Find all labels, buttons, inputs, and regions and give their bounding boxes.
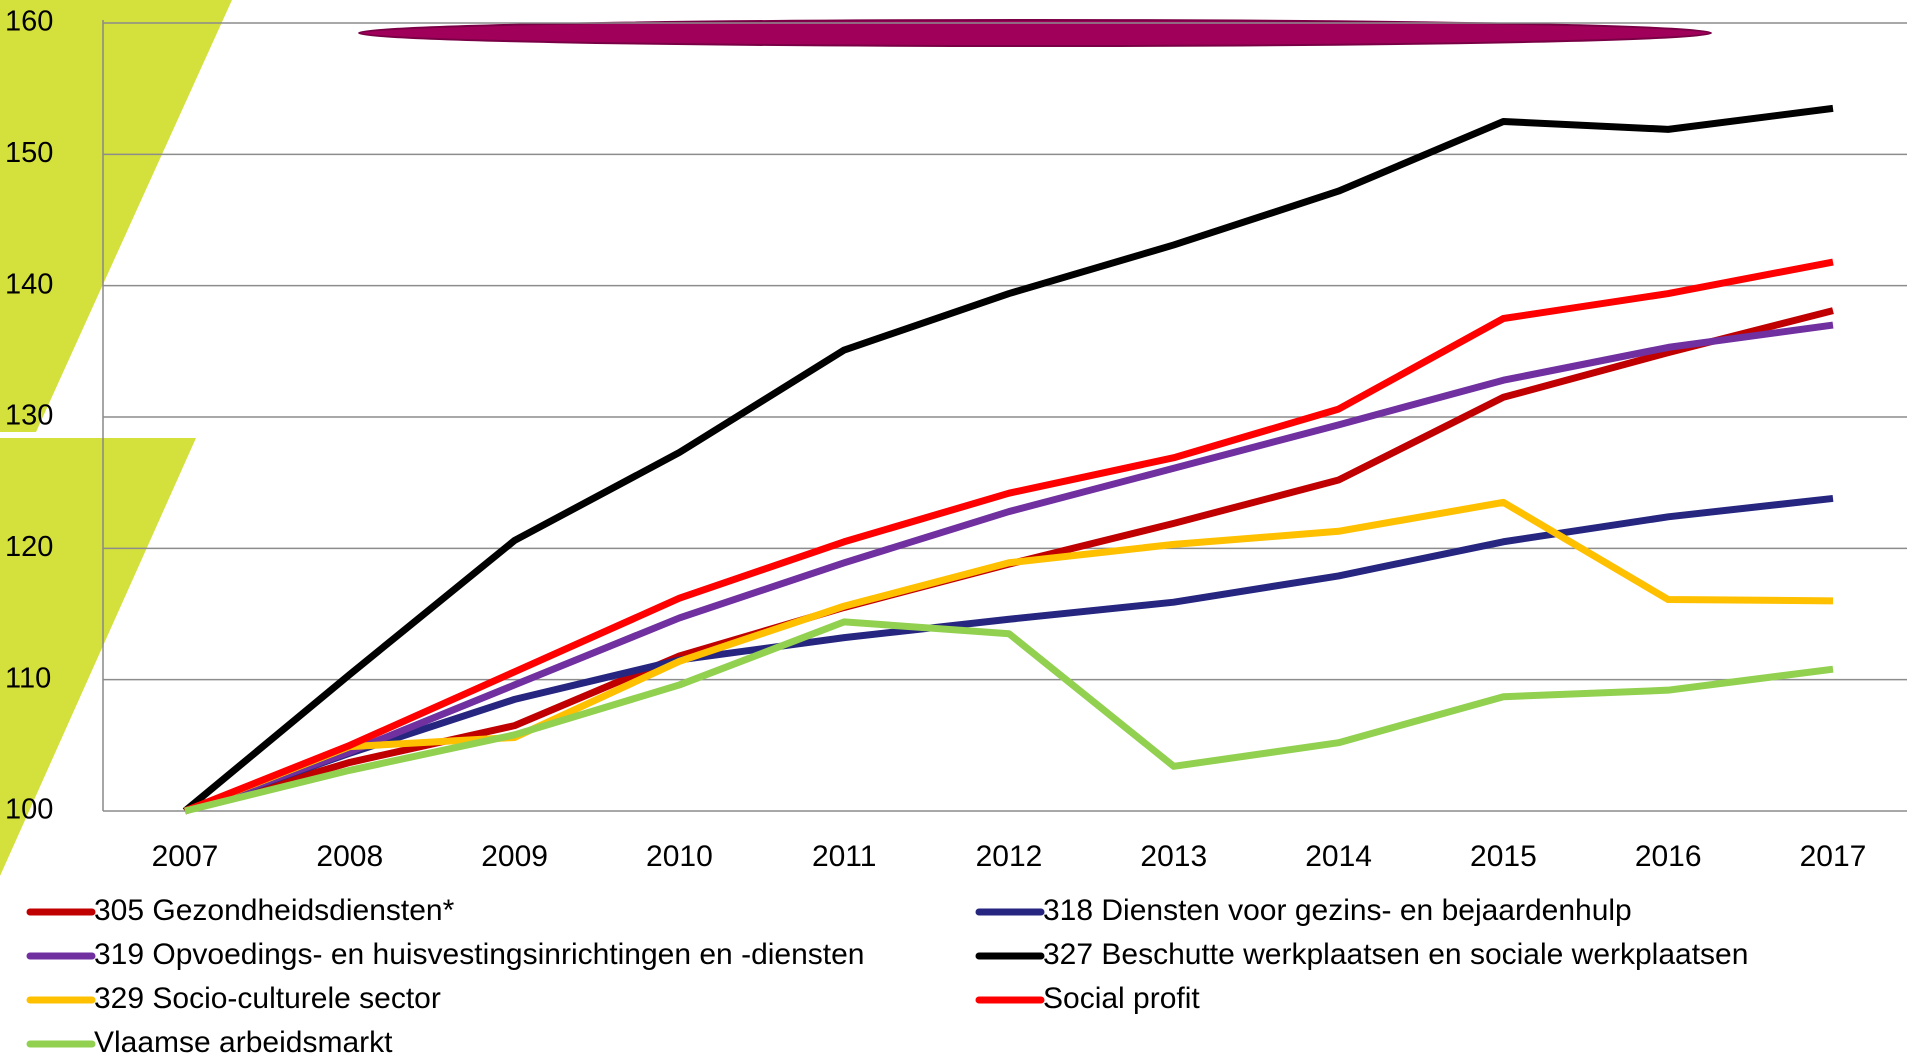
x-tick-label: 2014 — [1305, 840, 1372, 873]
series-line — [185, 498, 1833, 811]
x-tick-label: 2013 — [1140, 840, 1207, 873]
legend-label: 305 Gezondheidsdiensten* — [94, 894, 455, 927]
y-tick-label: 110 — [5, 662, 51, 694]
x-tick-label: 2010 — [646, 840, 713, 873]
x-tick-label: 2009 — [481, 840, 548, 873]
y-tick-label: 100 — [5, 794, 53, 826]
legend-label: 319 Opvoedings- en huisvestingsinrichtin… — [94, 938, 865, 971]
legend-label: 318 Diensten voor gezins- en bejaardenhu… — [1043, 894, 1632, 927]
y-tick-label: 150 — [5, 137, 53, 169]
series-line — [185, 325, 1833, 811]
legend: 305 Gezondheidsdiensten* 318 Diensten voo… — [30, 894, 1748, 1059]
x-tick-label: 2012 — [976, 840, 1043, 873]
legend-label: Social profit — [1043, 982, 1200, 1015]
plot — [185, 108, 1833, 811]
legend-label: Vlaamse arbeidsmarkt — [94, 1026, 393, 1059]
decoration — [359, 20, 1711, 46]
chart: 100 110 120 130 140 150 160 2007 2008 2009 2010 201… — [0, 0, 1907, 1059]
x-tick-label: 2016 — [1635, 840, 1702, 873]
x-tick-label: 2007 — [152, 840, 219, 873]
x-tick-label: 2015 — [1470, 840, 1537, 873]
page: {"chart_data": { "type": "line", "catego… — [0, 0, 1907, 1059]
axis-labels: 100 110 120 130 140 150 160 2007 2008 2009 2010 201… — [5, 6, 1866, 873]
y-tick-label: 120 — [5, 531, 53, 563]
legend-label: 329 Socio-culturele sector — [94, 982, 441, 1015]
y-tick-label: 140 — [5, 268, 53, 300]
legend-label: 327 Beschutte werkplaatsen en sociale we… — [1043, 938, 1748, 971]
y-tick-label: 160 — [5, 6, 53, 38]
y-tick-label: 130 — [5, 400, 53, 432]
x-tick-label: 2017 — [1800, 840, 1867, 873]
x-tick-label: 2011 — [812, 840, 877, 873]
x-tick-label: 2008 — [316, 840, 383, 873]
decoration — [0, 0, 232, 432]
